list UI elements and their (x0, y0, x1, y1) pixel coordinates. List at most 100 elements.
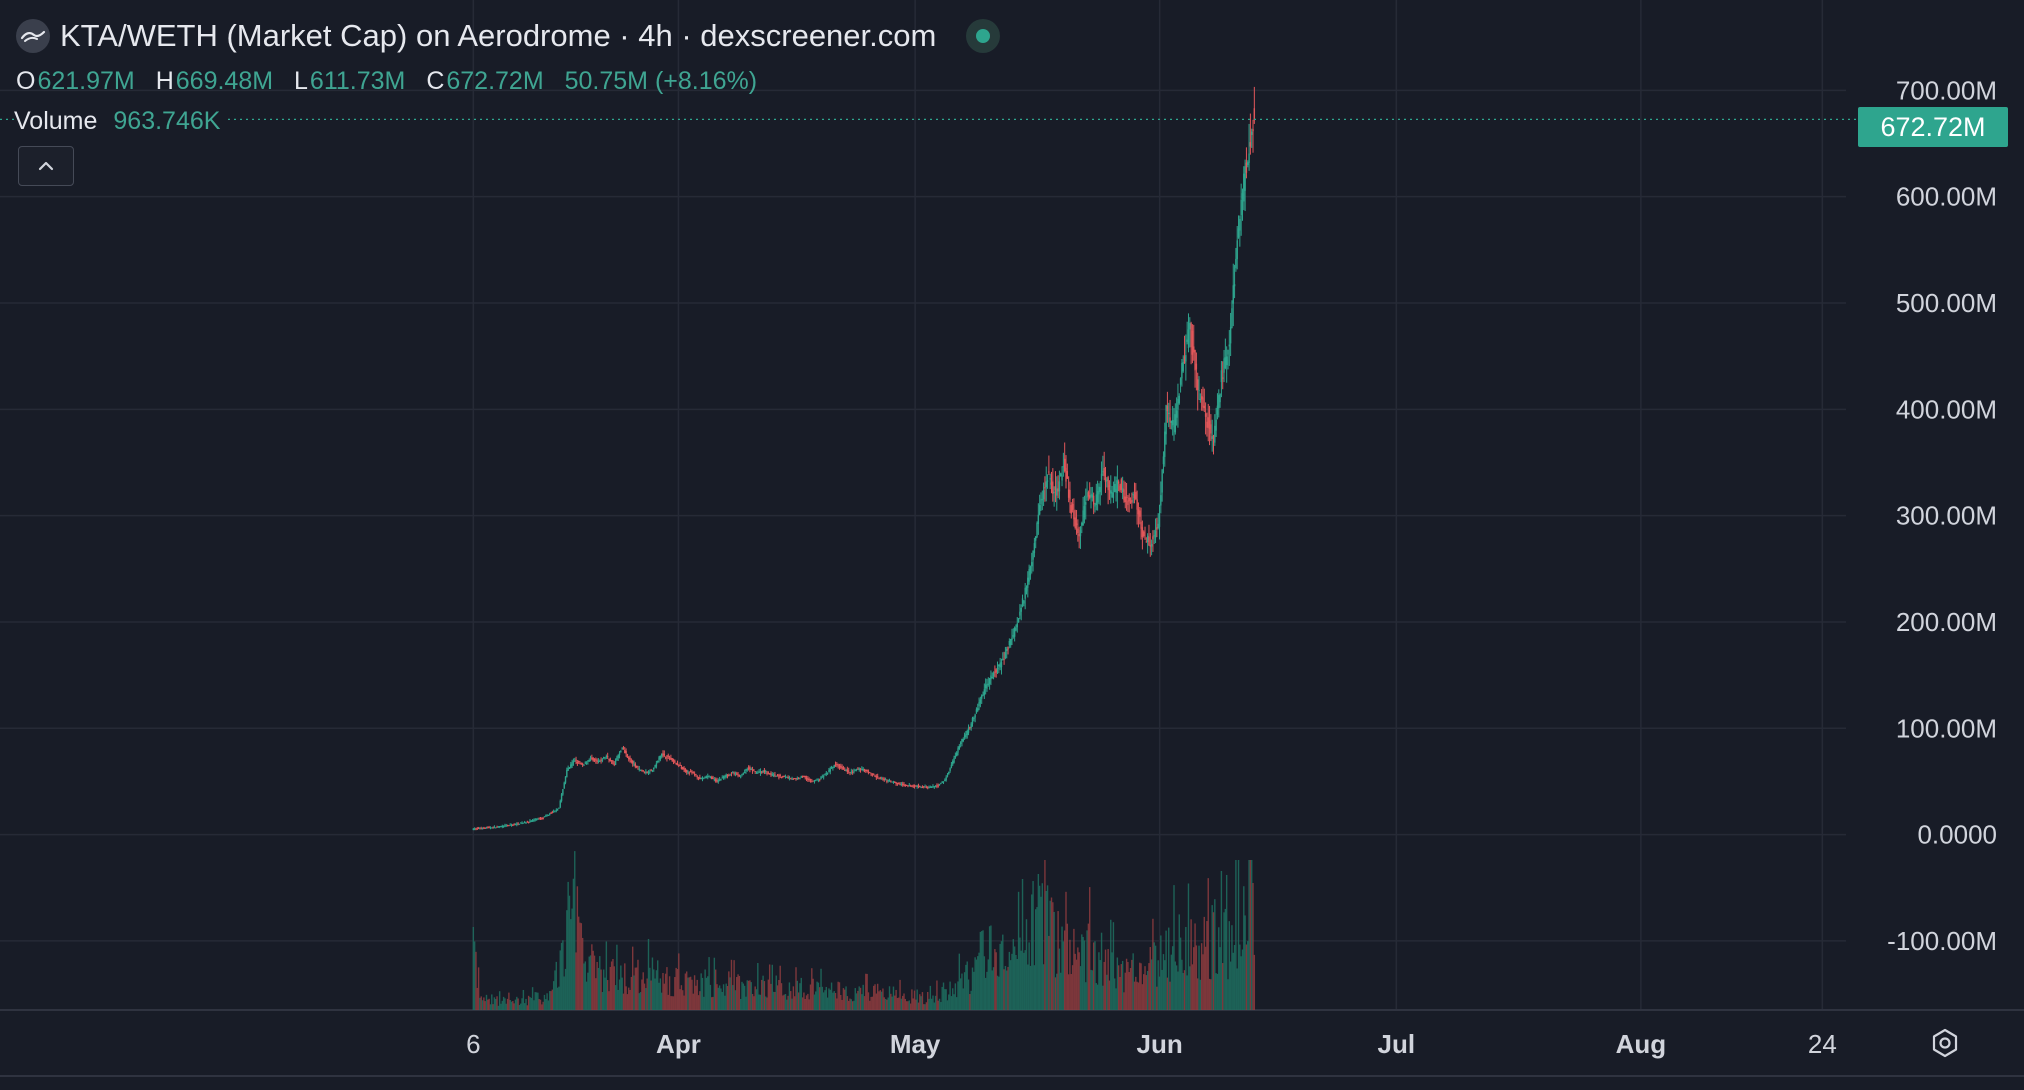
volume-bar (1156, 986, 1158, 1010)
y-tick-label: 200.00M (1896, 607, 1997, 637)
candle-body (666, 757, 668, 759)
volume-bar (626, 994, 629, 1010)
volume-bar (1094, 941, 1096, 1010)
volume-bar (1206, 921, 1208, 1010)
candle-body (873, 774, 875, 776)
low-label: L (294, 67, 308, 95)
candle-body (771, 774, 773, 776)
collapse-legend-button[interactable] (18, 146, 74, 186)
chart-settings-button[interactable] (1926, 1024, 1964, 1062)
candle-body (928, 787, 930, 789)
volume-bar (666, 967, 668, 1010)
candle-body (1096, 491, 1099, 503)
candle-body (1104, 477, 1107, 483)
volume-bar (854, 988, 856, 1010)
candle-body (523, 821, 526, 824)
candle-body (765, 771, 767, 773)
candle-body (646, 772, 648, 774)
volume-bar (541, 1004, 543, 1010)
candle-body (1250, 131, 1253, 135)
candle-body (996, 667, 999, 669)
candle-body (1094, 504, 1096, 507)
candle-body (1244, 166, 1246, 191)
candle-body (817, 780, 820, 782)
candle-body (977, 708, 979, 711)
volume-bar (1006, 970, 1008, 1010)
candle-body (1187, 329, 1190, 349)
y-axis[interactable]: 700.00M 600.00M 500.00M 400.00M 300.00M 200.0… (1887, 75, 1997, 956)
volume-bar (941, 986, 943, 1010)
candle-body (1248, 153, 1250, 163)
candle-body (762, 770, 764, 773)
volume-bar (529, 996, 531, 1010)
candle-body (1190, 323, 1192, 348)
candle-body (1133, 495, 1136, 499)
candle-body (944, 780, 946, 782)
volume-bar (488, 998, 490, 1010)
volume-bar (974, 957, 976, 1010)
candle-body (610, 760, 613, 762)
candle-body (915, 785, 917, 787)
candle-body (606, 756, 609, 758)
candle-body (566, 769, 568, 778)
candle-body (1078, 533, 1080, 537)
volume-bar (1056, 973, 1058, 1010)
candle-body (1091, 494, 1094, 498)
volume-bar (1199, 979, 1202, 1010)
live-indicator[interactable] (966, 19, 1001, 53)
volume-bar (761, 979, 763, 1010)
candle-body (855, 769, 858, 771)
volume-bar (1052, 902, 1054, 1010)
volume-bar (480, 996, 482, 1010)
volume-bar (994, 949, 996, 1010)
volume-bar (859, 987, 862, 1010)
candle-body (696, 776, 698, 778)
candle-body (1204, 413, 1207, 417)
volume-bar (1007, 966, 1009, 1010)
volume-bar (871, 996, 874, 1010)
candle-body (662, 753, 664, 755)
candle-body (628, 757, 630, 760)
volume-bar (970, 990, 972, 1010)
volume-bar (722, 984, 725, 1010)
volume-bar (1207, 878, 1209, 1010)
candle-body (812, 780, 814, 782)
candle-body (1116, 480, 1119, 493)
candle-body (896, 783, 899, 785)
volume-bar (705, 977, 708, 1010)
volume-bar (734, 990, 737, 1010)
x-axis[interactable]: 6 Apr May Jun Jul Aug 24 (466, 1029, 1837, 1059)
volume-bar (1177, 971, 1179, 1010)
candle-body (992, 672, 995, 677)
volume-bar (1241, 949, 1244, 1010)
volume-legend: Volume 963.746K (14, 104, 227, 138)
candle-body (797, 777, 800, 779)
volume-bar (614, 985, 617, 1010)
candle-body (767, 772, 770, 774)
candle-body (629, 757, 631, 760)
volume-bar (1106, 974, 1108, 1010)
volume-bar (1141, 984, 1144, 1010)
volume-bar (697, 995, 700, 1010)
candle-body (932, 786, 934, 788)
candle-body (1121, 488, 1124, 493)
volume-bar (617, 989, 619, 1010)
candle-body (1099, 487, 1101, 493)
volume-bar (1145, 975, 1148, 1010)
candle-body (1199, 398, 1202, 400)
volume-bar (1016, 959, 1018, 1010)
candle-body (1077, 528, 1079, 533)
volume-bar (1125, 958, 1128, 1010)
candle-body (1212, 435, 1215, 439)
volume-bar (585, 981, 588, 1010)
volume-bar (518, 1004, 521, 1010)
volume-bar (890, 993, 892, 1010)
candle-body (741, 774, 743, 776)
candle-body (739, 776, 742, 778)
candle-body (663, 753, 666, 756)
volume-bar (498, 991, 501, 1010)
volume-bar (942, 982, 945, 1010)
candle-body (588, 759, 590, 762)
volume-bar (975, 959, 978, 1010)
